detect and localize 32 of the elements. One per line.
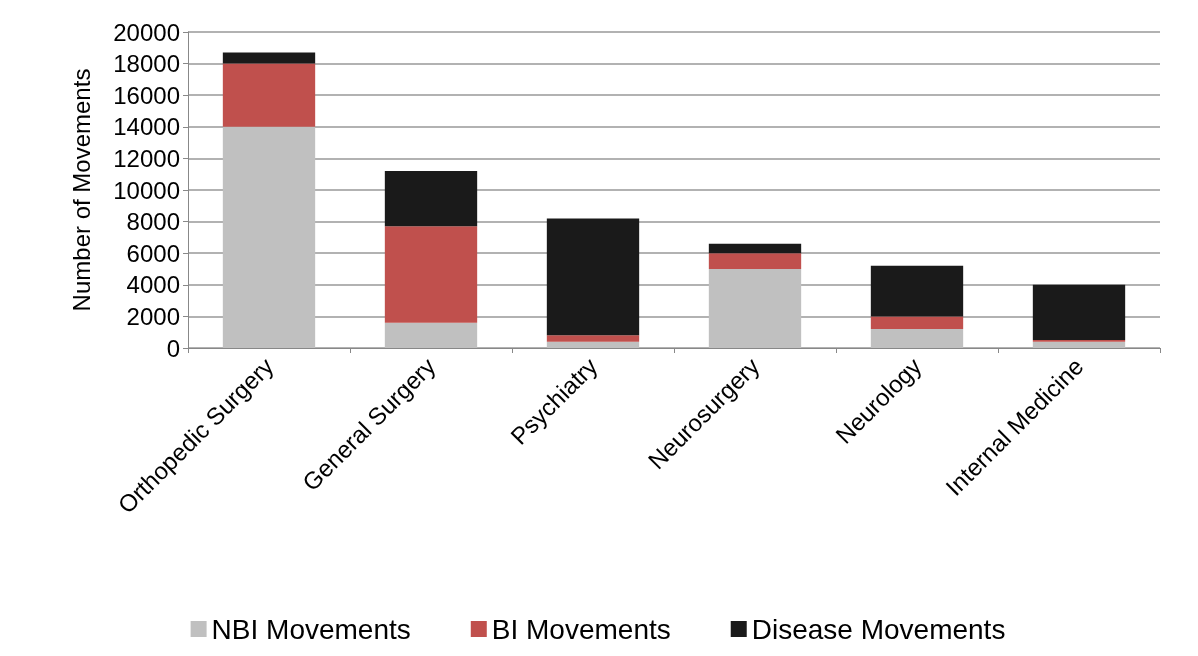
bar <box>222 63 316 127</box>
bar <box>1032 284 1126 341</box>
bar <box>222 126 316 348</box>
y-tick-label: 6000 <box>126 239 180 267</box>
legend-label: NBI Movements <box>211 613 411 645</box>
bar <box>708 253 802 269</box>
bar <box>222 52 316 64</box>
bar <box>870 265 964 317</box>
y-tick-label: 12000 <box>113 144 180 172</box>
bar <box>546 341 640 348</box>
y-tick-label: 20000 <box>113 18 180 46</box>
bar <box>384 322 478 348</box>
y-tick-label: 8000 <box>126 208 180 236</box>
bar <box>384 171 478 227</box>
y-tick-label: 2000 <box>126 302 180 330</box>
y-tick-label: 18000 <box>113 50 180 78</box>
y-tick-label: 0 <box>166 334 180 362</box>
y-axis-title: Number of Movements <box>67 68 95 312</box>
legend-label: Disease Movements <box>751 613 1006 645</box>
y-tick-label: 10000 <box>113 176 180 204</box>
bar <box>546 218 640 336</box>
bar <box>708 243 802 254</box>
bar <box>384 226 478 323</box>
y-tick-label: 16000 <box>113 81 180 109</box>
bar <box>870 329 964 348</box>
bar <box>870 316 964 330</box>
bar <box>1032 341 1126 348</box>
bar <box>546 335 640 342</box>
y-tick-label: 14000 <box>113 113 180 141</box>
bar <box>708 269 802 348</box>
y-tick-label: 4000 <box>126 271 180 299</box>
legend-label: BI Movements <box>491 613 671 645</box>
